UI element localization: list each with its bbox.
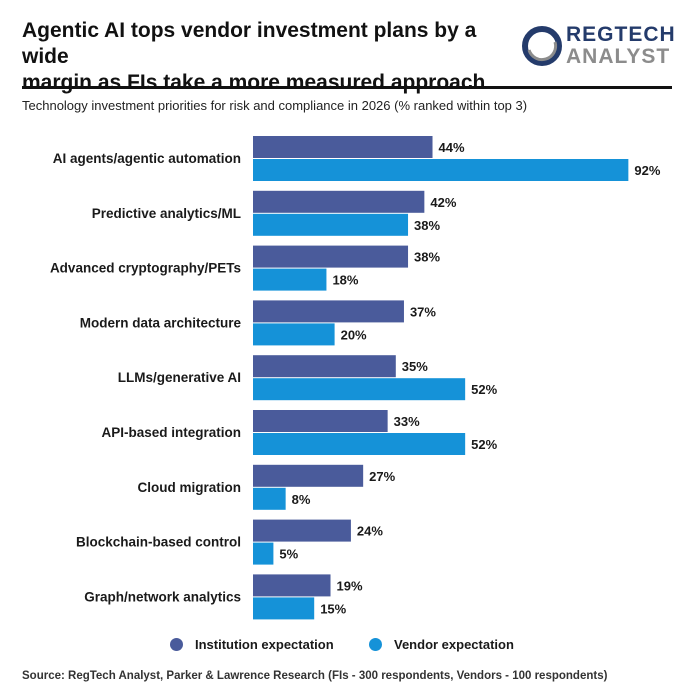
- category-label-cloud-migration: Cloud migration: [138, 480, 242, 495]
- category-label-api-based-integration: API-based integration: [101, 425, 241, 440]
- bar-vendor-cloud-migration: [253, 487, 286, 510]
- logo-line-2: ANALYST: [566, 45, 671, 68]
- chart-subtitle: Technology investment priorities for ris…: [22, 98, 528, 113]
- legend-swatch-institution: [170, 638, 183, 651]
- data-label-vendor-llms-generative-ai: 52%: [471, 382, 497, 397]
- data-label-vendor-advanced-cryptography-pets: 18%: [332, 273, 358, 288]
- bar-institution-blockchain-based-control: [253, 519, 351, 542]
- data-label-institution-graph-network-analytics: 19%: [337, 578, 363, 593]
- data-label-vendor-graph-network-analytics: 15%: [320, 601, 346, 616]
- data-label-institution-modern-data-architecture: 37%: [410, 304, 436, 319]
- data-label-vendor-modern-data-architecture: 20%: [341, 327, 367, 342]
- chart-title-line-2: margin as FIs take a more measured appro…: [22, 71, 486, 94]
- bar-vendor-api-based-integration: [253, 433, 466, 455]
- legend-swatch-vendor: [369, 638, 382, 651]
- data-label-vendor-api-based-integration: 52%: [471, 437, 497, 452]
- legend-item-vendor: Vendor expectation: [369, 637, 514, 652]
- bar-institution-api-based-integration: [253, 410, 388, 432]
- source-note: Source: RegTech Analyst, Parker & Lawren…: [22, 670, 608, 682]
- category-label-predictive-analytics-ml: Predictive analytics/ML: [92, 206, 241, 221]
- data-label-institution-llms-generative-ai: 35%: [402, 359, 428, 374]
- bar-institution-ai-agents-agentic-automation: [253, 136, 433, 158]
- category-label-llms-generative-ai: LLMs/generative AI: [118, 370, 241, 385]
- logo-wordmark: REGTECH ANALYST: [566, 24, 676, 68]
- bar-institution-cloud-migration: [253, 464, 364, 487]
- logo-ring-icon: [522, 26, 562, 66]
- category-label-advanced-cryptography-pets: Advanced cryptography/PETs: [50, 261, 241, 276]
- chart-title: Agentic AI tops vendor investment plans …: [22, 18, 522, 96]
- bar-vendor-llms-generative-ai: [253, 378, 466, 401]
- data-label-institution-cloud-migration: 27%: [369, 469, 395, 484]
- data-label-institution-ai-agents-agentic-automation: 44%: [439, 140, 465, 155]
- chart-title-line-1: Agentic AI tops vendor investment plans …: [22, 19, 477, 68]
- legend-item-institution: Institution expectation: [170, 637, 334, 652]
- regtech-analyst-logo: REGTECH ANALYST: [522, 22, 682, 70]
- data-label-institution-blockchain-based-control: 24%: [357, 524, 383, 539]
- data-label-vendor-ai-agents-agentic-automation: 92%: [634, 163, 660, 178]
- category-label-blockchain-based-control: Blockchain-based control: [76, 535, 241, 550]
- bar-vendor-predictive-analytics-ml: [253, 213, 409, 236]
- bar-institution-graph-network-analytics: [253, 574, 331, 597]
- data-label-institution-predictive-analytics-ml: 42%: [430, 195, 456, 210]
- data-label-institution-advanced-cryptography-pets: 38%: [414, 250, 440, 265]
- bar-vendor-graph-network-analytics: [253, 597, 315, 620]
- data-label-vendor-predictive-analytics-ml: 38%: [414, 218, 440, 233]
- bar-vendor-advanced-cryptography-pets: [253, 268, 327, 291]
- bar-institution-predictive-analytics-ml: [253, 190, 425, 213]
- legend-label-institution: Institution expectation: [195, 637, 334, 652]
- title-divider: [22, 86, 672, 89]
- bar-vendor-modern-data-architecture: [253, 323, 335, 346]
- category-label-ai-agents-agentic-automation: AI agents/agentic automation: [53, 151, 241, 166]
- bar-institution-advanced-cryptography-pets: [253, 245, 409, 268]
- bar-institution-llms-generative-ai: [253, 355, 396, 378]
- bar-chart: AI agents/agentic automation 44% 92% Predic…: [50, 136, 661, 620]
- bar-institution-modern-data-architecture: [253, 300, 404, 323]
- bar-vendor-ai-agents-agentic-automation: [253, 159, 629, 181]
- bar-vendor-blockchain-based-control: [253, 542, 274, 565]
- category-label-modern-data-architecture: Modern data architecture: [80, 315, 242, 330]
- data-label-vendor-blockchain-based-control: 5%: [279, 547, 298, 562]
- data-label-vendor-cloud-migration: 8%: [292, 492, 311, 507]
- legend-label-vendor: Vendor expectation: [394, 637, 514, 652]
- logo-line-1: REGTECH: [566, 23, 676, 46]
- data-label-institution-api-based-integration: 33%: [394, 414, 420, 429]
- category-label-graph-network-analytics: Graph/network analytics: [84, 589, 241, 604]
